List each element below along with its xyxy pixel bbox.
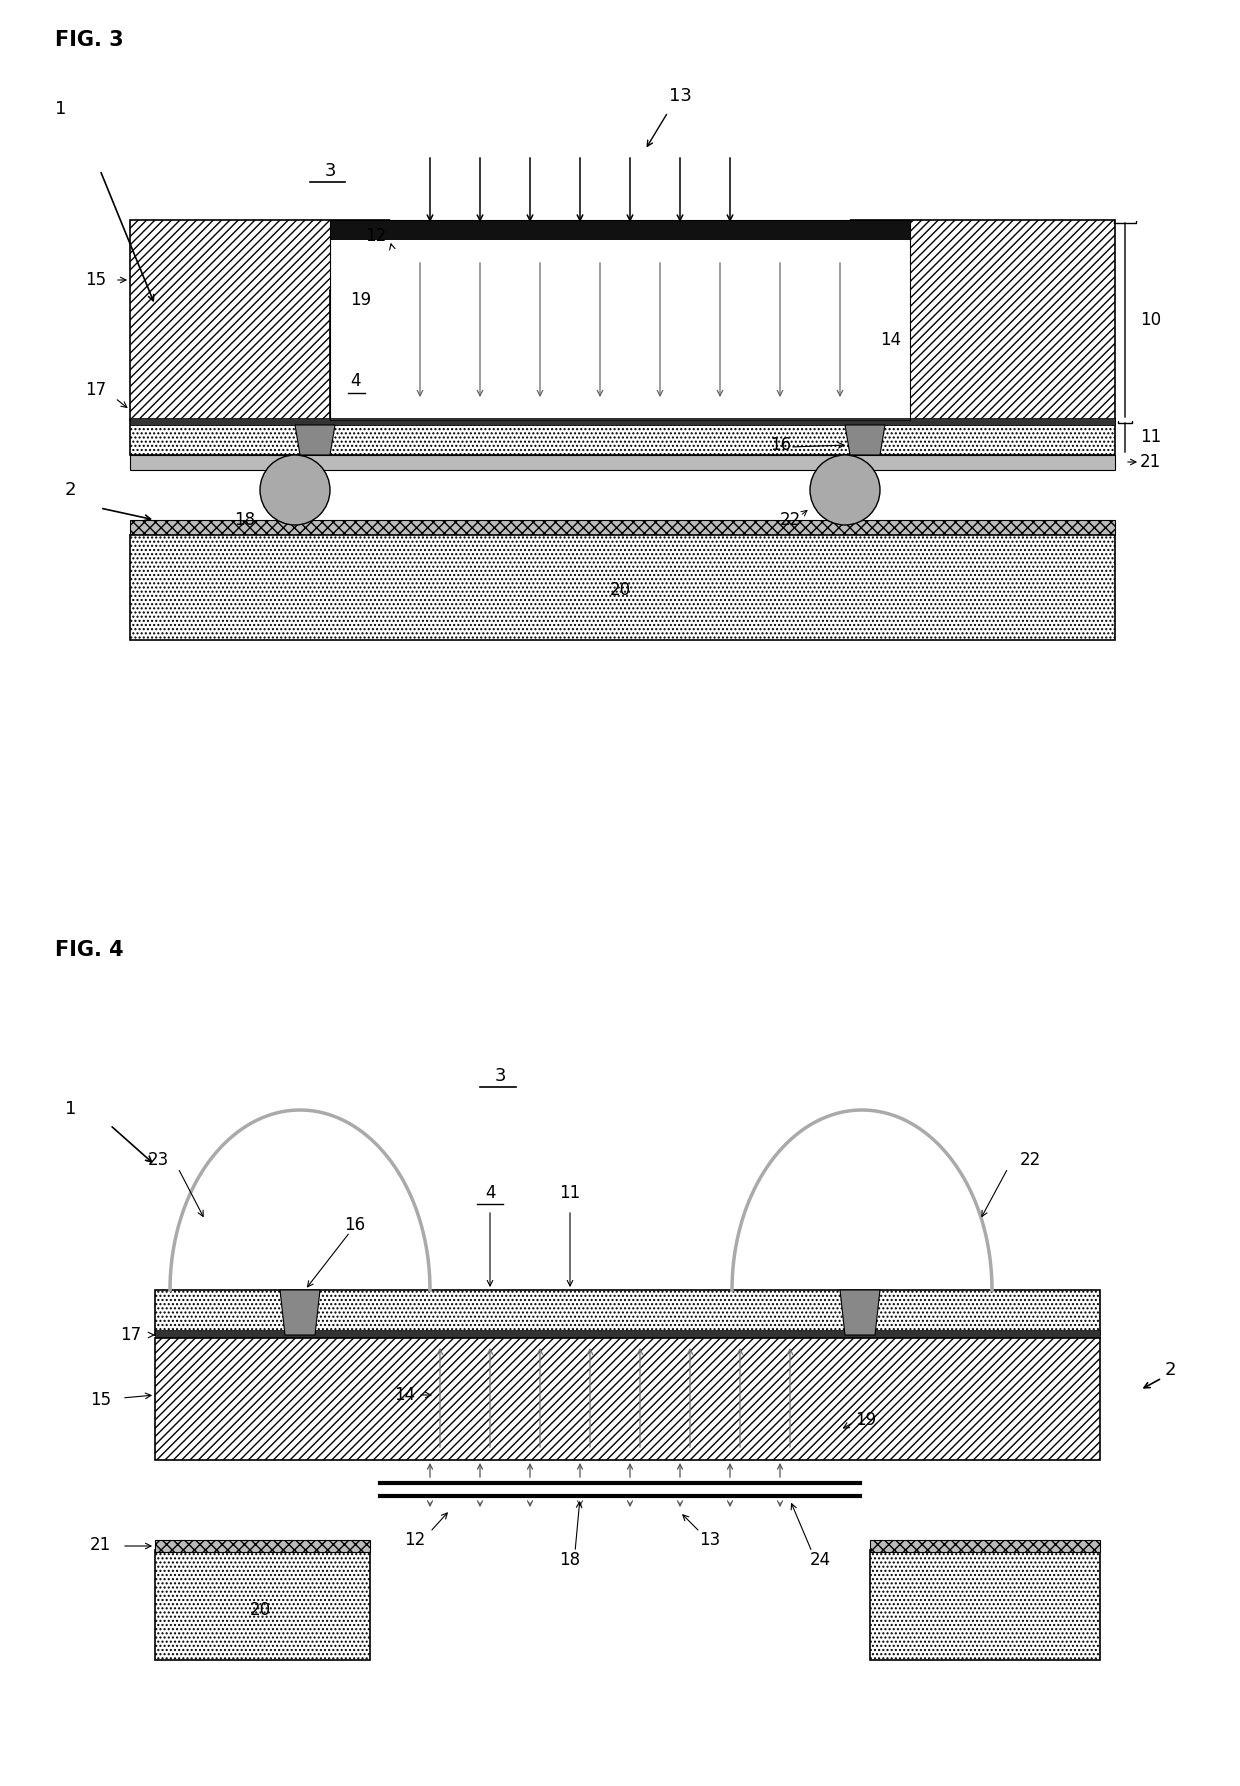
Text: 14: 14: [880, 330, 901, 348]
Text: 3: 3: [495, 1066, 506, 1086]
Polygon shape: [155, 1550, 370, 1659]
Polygon shape: [839, 1289, 880, 1334]
Text: 3: 3: [324, 163, 336, 180]
Polygon shape: [155, 1289, 1100, 1334]
Polygon shape: [870, 1550, 1100, 1659]
Text: 10: 10: [1140, 311, 1161, 329]
Text: 16: 16: [345, 1216, 366, 1234]
Text: 13: 13: [699, 1531, 720, 1548]
Circle shape: [810, 455, 880, 525]
Text: 21: 21: [1140, 454, 1161, 472]
Text: 19: 19: [856, 1411, 877, 1429]
Text: 21: 21: [91, 1536, 112, 1554]
Text: 11: 11: [1140, 429, 1161, 446]
Text: FIG. 4: FIG. 4: [55, 939, 124, 961]
Polygon shape: [130, 418, 1115, 425]
Text: 1: 1: [64, 1100, 77, 1118]
Text: 12: 12: [404, 1531, 425, 1548]
Polygon shape: [130, 536, 1115, 639]
Polygon shape: [155, 1338, 1100, 1459]
Polygon shape: [280, 1289, 320, 1334]
Text: 14: 14: [394, 1386, 415, 1404]
Text: 20: 20: [609, 580, 631, 598]
Text: 4: 4: [350, 371, 361, 389]
Text: 4: 4: [485, 1184, 495, 1202]
Polygon shape: [844, 425, 885, 455]
Text: 16: 16: [770, 436, 791, 454]
Text: 13: 13: [668, 88, 692, 105]
Text: 18: 18: [559, 1550, 580, 1568]
Text: FIG. 3: FIG. 3: [55, 30, 124, 50]
Text: 19: 19: [350, 291, 371, 309]
Text: 11: 11: [559, 1184, 580, 1202]
Polygon shape: [130, 420, 1115, 455]
Text: 22: 22: [1019, 1150, 1040, 1170]
Text: 15: 15: [86, 271, 107, 289]
Text: 23: 23: [148, 1150, 169, 1170]
Text: 24: 24: [810, 1550, 831, 1568]
Text: 22: 22: [780, 511, 801, 529]
Text: 12: 12: [365, 227, 386, 245]
Text: 20: 20: [249, 1600, 270, 1618]
Text: 18: 18: [234, 511, 255, 529]
Text: 2: 2: [64, 480, 77, 498]
Text: 1: 1: [55, 100, 67, 118]
Circle shape: [260, 455, 330, 525]
Polygon shape: [849, 220, 1115, 420]
Polygon shape: [155, 1331, 1100, 1338]
Polygon shape: [130, 455, 1115, 470]
Polygon shape: [130, 520, 1115, 536]
Text: 17: 17: [86, 380, 107, 398]
Polygon shape: [330, 239, 910, 420]
Polygon shape: [870, 1540, 1100, 1552]
Text: 15: 15: [91, 1391, 112, 1409]
Polygon shape: [295, 425, 335, 455]
Polygon shape: [330, 220, 910, 239]
Text: 2: 2: [1166, 1361, 1177, 1379]
Text: 17: 17: [120, 1325, 141, 1345]
Polygon shape: [155, 1540, 370, 1552]
Polygon shape: [130, 220, 391, 420]
